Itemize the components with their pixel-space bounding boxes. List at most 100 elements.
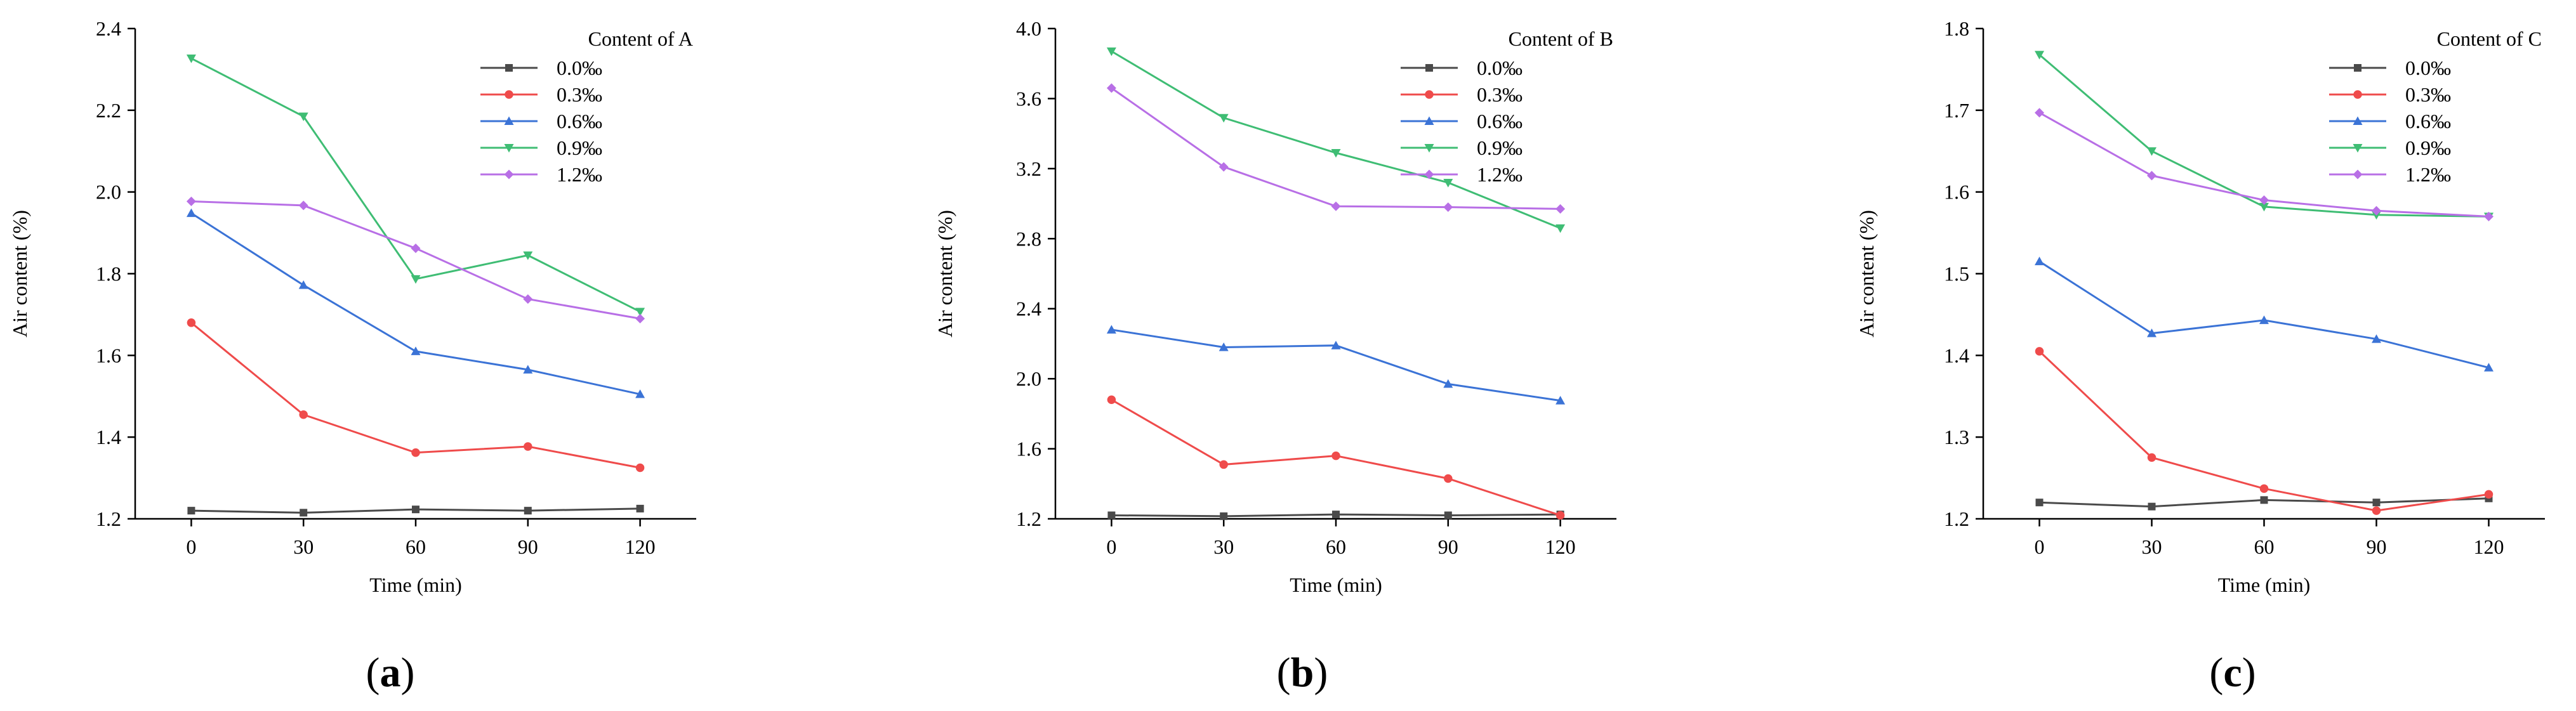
legend-label: 0.9‰ xyxy=(2405,136,2451,159)
data-point xyxy=(187,507,195,515)
data-point xyxy=(298,280,308,289)
data-point xyxy=(411,244,421,254)
data-point xyxy=(299,410,308,419)
legend-marker xyxy=(2354,64,2361,72)
chart-panel-c: 1.2 1.3 1.4 1.5 1.6 1.7 1.8 0 30 60 90 120 Time (min… xyxy=(1855,17,2545,696)
data-point xyxy=(2372,499,2381,507)
series-3 xyxy=(186,55,645,316)
x-axis-title: Time (min) xyxy=(2218,573,2311,596)
series-1 xyxy=(1107,395,1565,520)
caption-open: ( xyxy=(1277,649,1291,696)
series-4 xyxy=(1106,83,1566,214)
series-4 xyxy=(2035,108,2493,221)
data-point xyxy=(186,208,196,218)
data-point xyxy=(187,318,196,327)
y-tick-label: 1.8 xyxy=(96,263,121,285)
data-point xyxy=(1106,47,1116,56)
x-tick-label: 60 xyxy=(1326,535,1346,558)
y-axis-title: Air content (%) xyxy=(8,210,31,337)
y-tick-label: 1.4 xyxy=(1944,344,1969,367)
data-point xyxy=(1106,83,1116,93)
legend-marker xyxy=(1425,64,1433,72)
caption-close: ) xyxy=(1314,649,1328,696)
legend-marker xyxy=(2353,144,2363,153)
data-point xyxy=(1219,460,1228,469)
x-tick-label: 30 xyxy=(1213,535,1234,558)
data-point xyxy=(635,463,645,473)
series-0 xyxy=(2035,494,2493,511)
x-tick-label: 30 xyxy=(2142,535,2162,558)
x-axis-title: Time (min) xyxy=(1290,573,1382,596)
series-1 xyxy=(187,318,645,473)
caption-letter: b xyxy=(1291,649,1314,696)
y-tick-label: 1.7 xyxy=(1944,99,1969,122)
data-point xyxy=(1556,396,1566,405)
legend: Content of A 0.0‰ 0.3‰ 0.6‰ 0.9‰ 1.2‰ xyxy=(480,27,693,186)
data-point xyxy=(636,504,644,512)
series-2 xyxy=(1106,325,1566,405)
data-point xyxy=(635,313,645,323)
legend: Content of C 0.0‰ 0.3‰ 0.6‰ 0.9‰ 1.2‰ xyxy=(2329,27,2542,186)
data-point xyxy=(2260,496,2268,504)
y-tick-label: 1.4 xyxy=(96,426,121,448)
y-tick-label: 1.5 xyxy=(1944,263,1969,285)
y-tick-label: 2.4 xyxy=(96,17,121,40)
data-point xyxy=(1556,204,1566,214)
legend-marker xyxy=(504,169,514,179)
data-point xyxy=(2148,502,2156,511)
data-point xyxy=(300,509,308,517)
series-line xyxy=(190,322,640,469)
data-point xyxy=(1443,178,1453,188)
series-line xyxy=(1111,329,1561,402)
data-point xyxy=(1219,114,1229,123)
legend-marker xyxy=(504,144,514,153)
legend-marker xyxy=(505,90,513,99)
data-point xyxy=(2372,506,2381,515)
caption-close: ) xyxy=(401,649,415,696)
data-point xyxy=(2259,202,2269,212)
data-point xyxy=(2035,499,2044,507)
data-point xyxy=(523,365,533,374)
data-point xyxy=(2484,211,2493,221)
legend-label: 0.6‰ xyxy=(2405,110,2451,133)
series-2 xyxy=(2035,256,2493,372)
legend-label: 0.0‰ xyxy=(2405,56,2451,79)
y-tick-label: 1.3 xyxy=(1944,426,1969,448)
series-line xyxy=(191,200,640,320)
x-tick-label: 120 xyxy=(2474,535,2504,558)
data-point xyxy=(411,346,421,355)
y-tick-label: 2.8 xyxy=(1016,227,1041,250)
data-point xyxy=(2372,205,2381,216)
data-point xyxy=(2035,256,2044,266)
data-point xyxy=(411,275,421,284)
data-point xyxy=(2147,453,2157,462)
x-tick-label: 0 xyxy=(1106,535,1116,558)
legend-marker xyxy=(1424,116,1434,125)
data-point xyxy=(186,55,196,63)
legend-title: Content of A xyxy=(588,27,693,50)
series-3 xyxy=(1106,47,1566,233)
data-point xyxy=(2259,484,2269,493)
data-point xyxy=(2259,195,2269,205)
legend-label: 0.3‰ xyxy=(1477,83,1522,106)
legend-label: 1.2‰ xyxy=(2405,163,2451,186)
data-point xyxy=(1107,395,1116,405)
data-point xyxy=(1107,511,1116,519)
y-tick-label: 1.2 xyxy=(1944,507,1969,530)
data-point xyxy=(1556,224,1566,233)
x-tick-label: 90 xyxy=(1438,535,1458,558)
data-point xyxy=(298,200,308,211)
series-1 xyxy=(2035,347,2493,515)
x-tick-label: 0 xyxy=(186,535,196,558)
caption-letter: c xyxy=(2223,649,2242,696)
y-tick-label: 2.0 xyxy=(1016,367,1041,390)
y-axis-title: Air content (%) xyxy=(1855,210,1878,337)
y-tick-label: 1.2 xyxy=(1016,507,1041,530)
caption-open: ( xyxy=(2209,649,2223,696)
data-point xyxy=(1443,202,1453,212)
data-point xyxy=(1331,451,1340,460)
caption-letter: a xyxy=(380,649,401,696)
legend-marker xyxy=(2353,90,2362,99)
x-tick-label: 30 xyxy=(293,535,314,558)
data-point xyxy=(1331,201,1341,211)
